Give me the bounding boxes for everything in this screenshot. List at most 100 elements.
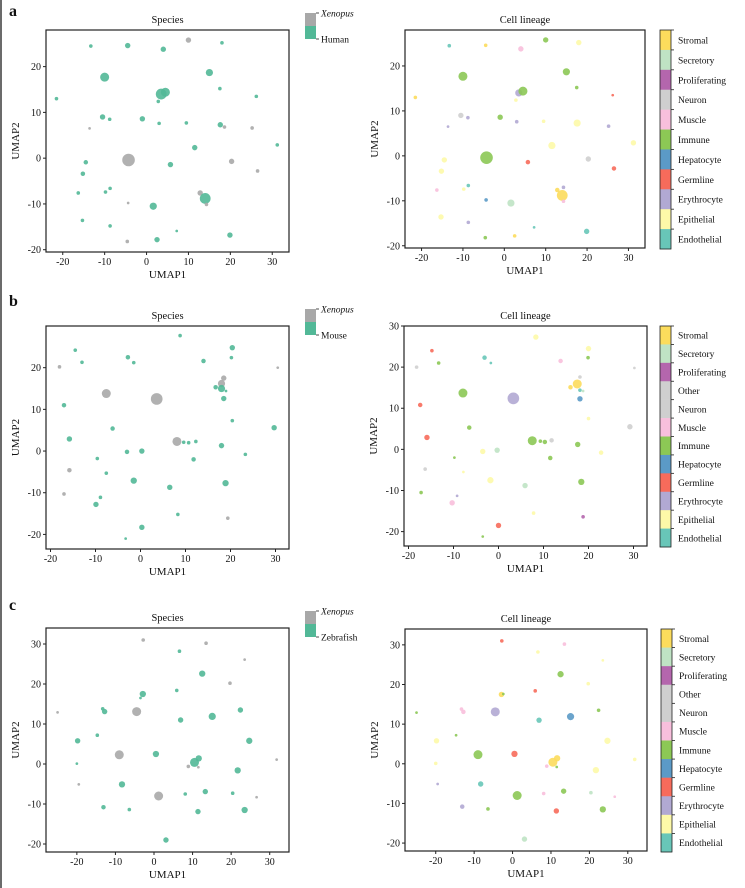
data-point-epithelial [592, 766, 600, 774]
colorbar-label: Muscle [679, 728, 707, 738]
data-point-mouse [201, 358, 206, 364]
x-tick-label: 30 [265, 857, 275, 868]
data-point-epithelial [433, 738, 440, 744]
colorbar-frame [659, 325, 672, 548]
colorbar-label: Endothelial [678, 534, 722, 544]
data-point-mouse [194, 439, 198, 444]
data-point-endothelial [583, 228, 590, 235]
x-tick-label: 0 [144, 257, 149, 268]
scatter-points [57, 333, 280, 540]
y-axis-label: UMAP2 [368, 417, 380, 454]
colorbar-label: Epithelial [679, 821, 716, 831]
data-point-human [103, 190, 108, 194]
data-point-zebrafish [208, 712, 216, 720]
data-point-mouse [213, 385, 218, 390]
x-tick-label: 30 [267, 257, 277, 268]
data-point-xenopus [154, 791, 164, 801]
data-point-immune [483, 235, 488, 240]
x-axis-label: UMAP1 [507, 563, 544, 575]
data-point-mouse [224, 389, 228, 393]
data-point-xenopus [255, 169, 260, 173]
data-point-mouse [139, 448, 145, 454]
data-point-epithelial [630, 140, 637, 146]
data-point-germline [525, 159, 531, 165]
data-point-mouse [221, 395, 227, 402]
colorbar-segment-secretory [660, 344, 671, 364]
x-tick-label: -20 [415, 253, 428, 264]
data-point-human [160, 46, 167, 52]
colorbar-label: Proliferating [678, 75, 726, 86]
colorbar-segment-secretory [660, 49, 671, 71]
colorbar-label: Secretory [679, 653, 716, 663]
x-tick-label: -10 [98, 257, 111, 268]
data-point-immune [586, 355, 590, 360]
legend-label: Zebrafish [321, 633, 358, 644]
data-point-zebrafish [127, 807, 132, 812]
data-point-erythrocyte [514, 119, 519, 124]
colorbar-label: Hepatocyte [678, 156, 721, 166]
colorbar-segment-erythrocyte [660, 189, 671, 210]
panel-letter-b: b [9, 293, 18, 310]
data-point-mouse [230, 418, 235, 423]
colorbar-label: Neuron [678, 405, 707, 415]
data-point-zebrafish [101, 708, 108, 715]
legend: Xenopus Mouse [305, 306, 354, 342]
data-point-zebrafish [202, 788, 208, 795]
data-point-proliferating [581, 515, 585, 519]
data-point-endothelial [447, 43, 452, 48]
plot-frame [404, 628, 648, 852]
data-point-endothelial [532, 225, 536, 229]
data-point-immune [599, 806, 606, 813]
legend: Xenopus Human [305, 10, 354, 46]
data-point-mouse [66, 436, 73, 442]
data-point-xenopus [62, 492, 66, 496]
colorbar-label: Epithelial [678, 516, 715, 526]
data-point-epithelial [548, 141, 556, 150]
colorbar-segment-hepatocyte [661, 759, 672, 778]
legend: Stromal Secretory Proliferating Other Neuron… [660, 628, 727, 853]
species-plot-a: Species -20 -10 0 10 20 30 -20 -10 0 10 20 UMAP1 UMAP… [10, 10, 354, 282]
data-point-immune [560, 788, 567, 794]
legend-label: Xenopus [320, 608, 354, 618]
data-point-mouse [104, 471, 109, 475]
data-point-immune [555, 765, 559, 769]
data-point-human [227, 232, 233, 238]
data-point-immune [458, 388, 468, 398]
data-point-zebrafish [118, 781, 126, 788]
data-point-immune [596, 708, 601, 713]
data-point-immune [518, 86, 528, 96]
y-tick-label: 20 [31, 363, 41, 374]
data-point-mouse [243, 452, 248, 457]
species-plot-b: Species -20 -10 0 10 20 30 -20 -10 0 10 20 UMAP1 UMAP… [10, 306, 354, 579]
data-point-xenopus [125, 239, 130, 244]
data-point-endothelial [466, 183, 471, 188]
x-tick-label: -10 [467, 856, 480, 867]
data-point-immune [501, 692, 505, 696]
data-point-epithelial [586, 416, 591, 421]
colorbar-label: Stromal [678, 332, 708, 342]
y-tick-label: 0 [395, 151, 400, 162]
data-point-xenopus [141, 638, 145, 642]
colorbar-label: Erythrocyte [678, 497, 723, 507]
x-tick-label: 30 [623, 856, 633, 867]
x-tick-label: 20 [226, 554, 236, 565]
data-point-erythrocyte [466, 115, 470, 120]
data-point-stromal [555, 187, 560, 193]
plot-frame [404, 29, 646, 249]
data-point-immune [538, 439, 543, 443]
data-point-human [80, 171, 86, 176]
data-point-xenopus [57, 365, 62, 369]
colorbar-label: Stromal [678, 36, 708, 46]
data-point-neuron [578, 375, 582, 379]
data-point-epithelial [601, 658, 605, 662]
colorbar-label: Erythrocyte [679, 802, 724, 812]
data-point-human [100, 72, 110, 82]
chart-title: Species [151, 15, 183, 26]
data-point-immune [578, 478, 585, 486]
data-point-epithelial [433, 761, 438, 766]
data-point-immune [497, 114, 503, 120]
x-tick-label: -10 [109, 857, 122, 868]
data-point-xenopus [122, 153, 135, 167]
data-point-epithelial [441, 157, 448, 163]
data-point-human [205, 68, 213, 77]
